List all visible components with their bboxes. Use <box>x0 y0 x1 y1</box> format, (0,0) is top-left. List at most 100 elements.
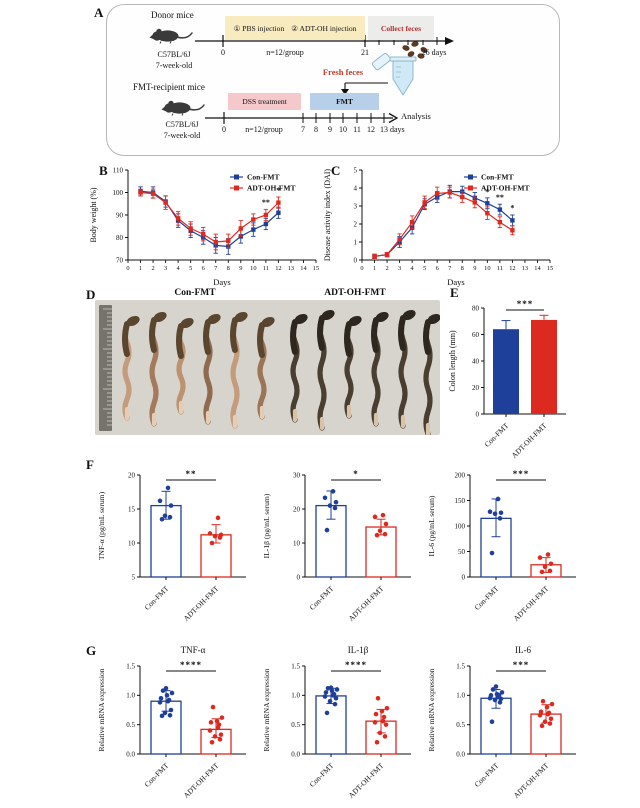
panel-g-tnf-chart: TNF-α 0.0 0.5 1.0 1.5 Relative mRNA expressio… <box>92 640 252 808</box>
data-point <box>372 720 378 725</box>
G3-chart-svg: IL-6 0.0 0.5 1.0 1.5 Relative mRNA expression… <box>427 645 576 800</box>
collect-feces-box: Collect feces <box>368 16 434 40</box>
marker <box>238 226 243 231</box>
y-tick-label: 1.0 <box>126 692 135 700</box>
legend-marker <box>468 174 473 180</box>
data-point <box>219 715 225 720</box>
bar-Con-FMT <box>315 695 347 755</box>
mouse-ear <box>156 28 162 35</box>
data-point <box>207 728 213 733</box>
category-label: Con-FMT <box>483 421 511 449</box>
colon-proximal <box>230 317 238 353</box>
data-point <box>380 718 386 724</box>
x-tick-label: 7 <box>214 265 218 272</box>
colon-proximal <box>290 319 298 355</box>
data-point <box>538 709 544 715</box>
data-point <box>374 532 380 538</box>
x-tick-label: 7 <box>448 265 452 272</box>
data-point <box>210 704 216 710</box>
panel-d-con-fmt-label: Con-FMT <box>174 288 216 298</box>
y-tick-label: 0.0 <box>456 750 465 758</box>
x-tick-label: 1 <box>373 265 376 272</box>
panel-c-chart: 0 1 2 3 4 5 0 1 2 3 4 5 6 7 8 9 10 11 12 13 14 15 Days Disease … <box>318 158 558 293</box>
marker <box>460 194 465 200</box>
x-tick-label: 3 <box>164 265 167 272</box>
adtoh-fmt-colons <box>290 309 440 435</box>
bar-ADT-OH-FMT <box>531 319 557 414</box>
significance-stars: * <box>485 187 489 196</box>
marker <box>276 210 281 215</box>
x-tick-label: 6 <box>202 265 205 272</box>
y-tick-label: 30 <box>293 471 301 479</box>
y-tick-label: 0.0 <box>291 750 300 758</box>
marker <box>188 226 193 231</box>
x-tick-label: 8 <box>227 265 230 272</box>
data-point <box>489 719 495 725</box>
data-point <box>157 498 163 504</box>
y-tick-label: 0.5 <box>456 721 465 729</box>
data-point <box>214 718 220 724</box>
y-tick-label: 60 <box>472 331 480 339</box>
colon-proximal <box>317 315 325 351</box>
legend-marker <box>468 185 473 191</box>
data-point <box>544 704 550 710</box>
y-tick-label: 1.5 <box>456 662 465 670</box>
data-point <box>377 528 383 534</box>
panel-b-chart: 70 80 90 100 110 0 1 2 3 4 5 6 7 8 9 10 11 12 13 14 15 Days Bo… <box>84 158 324 293</box>
significance-stars: *** <box>513 469 530 479</box>
fmt-label: FMT <box>336 97 353 106</box>
marker <box>213 239 218 245</box>
panel-f-label: F <box>86 457 94 472</box>
x-tick-label: 2 <box>151 265 154 272</box>
x-tick-label: 10 <box>484 265 490 272</box>
data-point <box>322 495 328 501</box>
colon-proximal <box>423 319 431 355</box>
y-tick-label: 4 <box>354 184 358 192</box>
x-tick-label: 4 <box>411 265 415 272</box>
significance-stars: **** <box>345 660 367 670</box>
y-tick-label: 0.5 <box>291 721 300 729</box>
x-tick-label: 5 <box>423 265 426 272</box>
data-point <box>328 685 334 691</box>
data-point <box>216 722 222 727</box>
y-tick-label: 80 <box>116 234 124 242</box>
y-tick-label: 1.5 <box>126 662 135 670</box>
y-axis-title: TNF-α (pg/mL serum) <box>97 491 106 560</box>
data-point <box>158 695 164 701</box>
marker <box>201 231 206 237</box>
ruler-body <box>99 305 112 431</box>
donor-tick-26-days: 26 days <box>421 48 447 57</box>
category-label: ADT-OH-FMT <box>347 584 386 623</box>
recipient-strain: C57BL/6J <box>165 120 199 129</box>
data-point <box>333 695 339 701</box>
y-tick-label: 0 <box>297 573 301 581</box>
fresh-feces-arrow <box>341 82 388 95</box>
significance-stars: * <box>353 469 359 479</box>
adtoh-injection-label: ② ADT-OH injection <box>291 23 357 33</box>
feces-pellets-icon <box>402 41 428 59</box>
data-point <box>373 711 379 717</box>
marker <box>384 252 390 257</box>
data-point <box>162 513 168 519</box>
recipient-tick-11: 11 <box>353 125 361 134</box>
data-point <box>494 691 500 697</box>
y-tick-label: 20 <box>472 384 480 392</box>
panel-f-tnf-chart: 5 10 15 20 TNF-α (pg/mL serum) Con-FMT ADT-OH-… <box>92 455 252 642</box>
mouse-foot <box>171 113 174 116</box>
data-point <box>218 732 224 737</box>
category-label: ADT-OH-FMT <box>512 584 551 623</box>
data-point <box>207 531 213 536</box>
x-tick-label: 11 <box>263 265 269 272</box>
colon-proximal <box>122 321 130 357</box>
panel-f-il6-chart: 0 50 100 150 200 IL-6 (pg/mL serum) Con-FMT ADT… <box>422 455 582 642</box>
recipient-tick-8: 8 <box>314 125 318 134</box>
y-axis-title: Relative mRNA expression <box>427 668 436 751</box>
data-point <box>497 516 503 521</box>
data-point <box>539 569 545 575</box>
data-point <box>157 700 163 705</box>
y-tick-label: 1.0 <box>456 692 465 700</box>
y-tick-label: 5 <box>354 166 358 174</box>
y-tick-label: 200 <box>455 471 466 479</box>
cecum <box>348 315 362 327</box>
data-point <box>169 690 175 696</box>
